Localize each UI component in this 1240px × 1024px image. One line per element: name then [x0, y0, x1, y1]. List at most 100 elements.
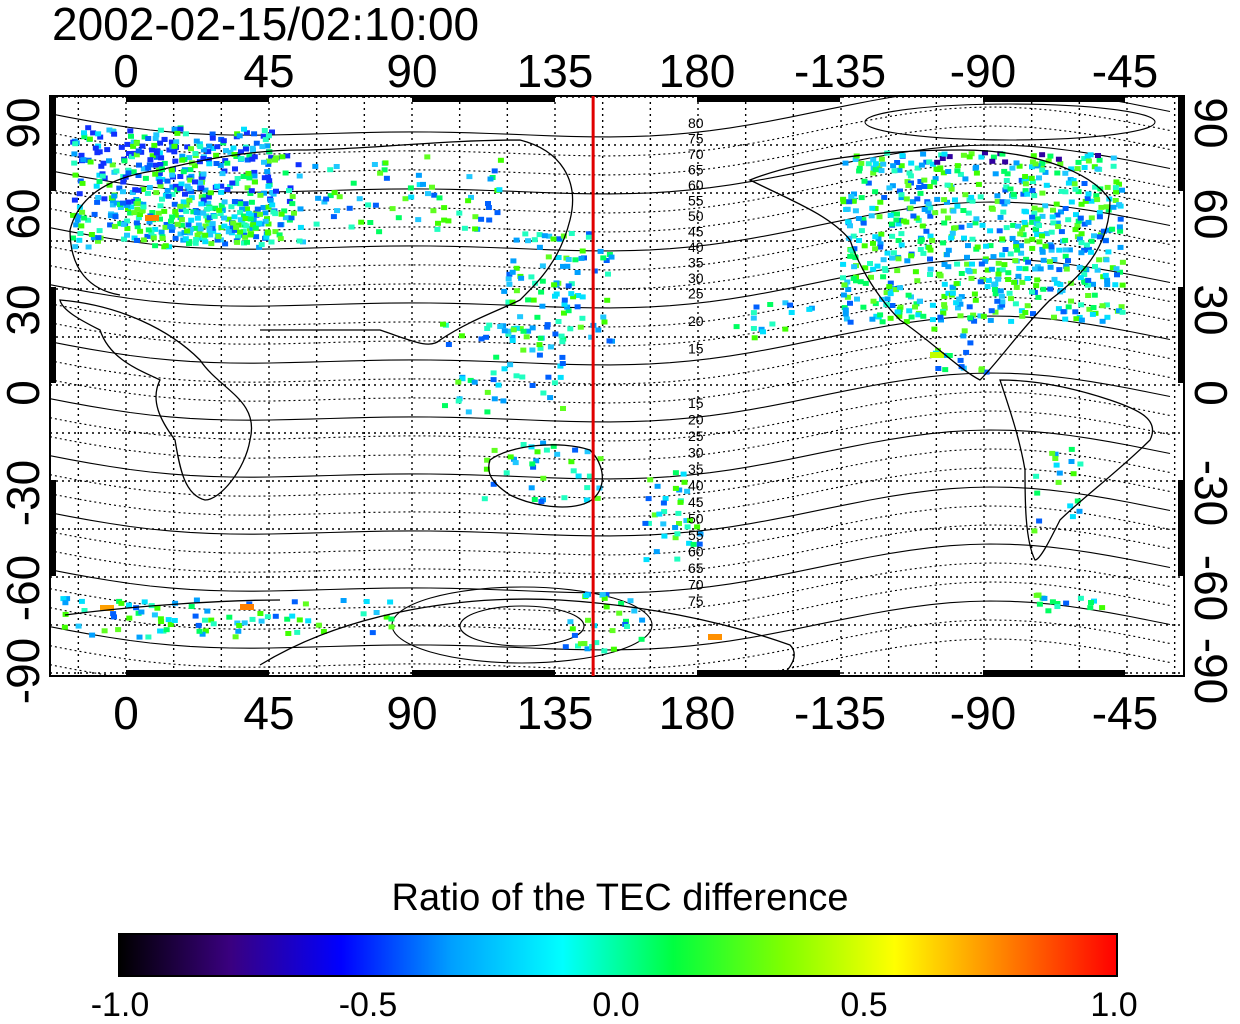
tec-patch [1022, 174, 1029, 179]
tec-patch [1034, 216, 1041, 222]
tec-patch [1040, 257, 1047, 263]
contour-line [50, 334, 1171, 385]
tec-patch [1068, 459, 1075, 464]
tec-patch [683, 518, 690, 524]
tec-patch [1076, 508, 1083, 514]
tec-patch [158, 229, 165, 235]
tec-patch [1034, 277, 1041, 283]
tec-patch [172, 158, 179, 164]
tec-patch [948, 186, 955, 192]
tec-patch [226, 225, 233, 231]
tec-patch [908, 314, 915, 320]
tec-patch [937, 273, 944, 279]
tec-patch [601, 319, 608, 325]
tec-patch [156, 179, 163, 185]
tec-patch [806, 306, 813, 312]
contour-line [50, 220, 1171, 271]
tec-patch [1081, 165, 1088, 170]
tec-patch [171, 149, 178, 155]
tec-patch [196, 229, 203, 235]
tec-patch [841, 282, 848, 288]
tec-patch [1078, 302, 1085, 308]
tec-patch [708, 634, 722, 640]
tec-patch [583, 497, 590, 503]
tec-patch [984, 284, 991, 290]
tec-patch [844, 279, 851, 285]
tec-patch [989, 206, 996, 212]
tec-patch [1073, 316, 1080, 322]
tec-patch [472, 214, 479, 220]
tec-patch [389, 206, 396, 212]
tec-patch [1039, 167, 1046, 173]
tec-patch [937, 165, 944, 171]
tec-patch [137, 212, 143, 217]
tec-patch [157, 203, 164, 209]
tec-patch [970, 312, 977, 318]
tec-patch [513, 373, 520, 379]
tec-patch [134, 224, 141, 230]
tec-patch [572, 447, 579, 453]
tec-patch [1001, 262, 1008, 268]
tec-patch [333, 164, 340, 169]
tec-patch [501, 328, 508, 334]
tec-patch [178, 207, 185, 213]
tec-patch [240, 228, 247, 234]
tec-patch [1039, 213, 1046, 219]
tec-patch [177, 126, 184, 132]
tec-patch [184, 144, 191, 150]
tec-patch [750, 315, 757, 321]
contour-line [50, 391, 1171, 442]
tec-patch [1085, 158, 1092, 164]
tec-patch [575, 293, 582, 298]
tec-patch [1029, 179, 1036, 184]
contour-ring [459, 605, 585, 647]
tec-patch [946, 353, 953, 358]
tec-patch [968, 151, 975, 157]
tec-patch [245, 210, 252, 216]
tec-patch [967, 340, 974, 346]
tec-patch [244, 206, 250, 212]
tec-patch [80, 157, 87, 163]
tec-patch [856, 238, 862, 243]
contour-line [50, 619, 1171, 670]
tec-patch [994, 298, 1001, 304]
tec-patch [149, 210, 156, 215]
tec-patch [157, 162, 164, 167]
tec-patch [289, 194, 296, 200]
tec-patch [1081, 181, 1088, 186]
tec-patch [1052, 456, 1059, 461]
tec-patch [1096, 210, 1103, 216]
tec-patch [441, 217, 448, 223]
tec-patch [1018, 308, 1025, 314]
tec-patch [604, 297, 611, 303]
tec-patch [1015, 223, 1021, 229]
tec-patch [999, 151, 1006, 157]
tec-patch [931, 179, 938, 185]
tec-patch [880, 257, 887, 263]
tec-patch [465, 198, 472, 204]
tec-patch [877, 199, 884, 205]
tec-patch [603, 604, 610, 610]
tec-patch [570, 468, 577, 474]
tec-patch [1003, 225, 1010, 231]
tec-patch [210, 228, 217, 234]
tec-patch [518, 275, 525, 281]
tec-patch [979, 222, 986, 228]
tec-patch [1045, 158, 1052, 164]
tec-patch [547, 344, 554, 350]
tec-patch [134, 237, 140, 243]
map-timestamp: 2002-02-15/02:10:00 [52, 0, 480, 50]
tec-patch [250, 222, 257, 228]
tec-patch [520, 347, 527, 353]
tec-patch [879, 319, 886, 325]
tec-patch [513, 265, 520, 271]
tec-patch [1070, 471, 1077, 477]
tec-patch [925, 208, 932, 214]
tec-patch [539, 263, 546, 269]
tec-patch [196, 628, 203, 634]
tec-patch [1118, 304, 1125, 310]
tec-patch [600, 255, 607, 261]
tec-patch [262, 210, 269, 216]
tec-patch [912, 304, 918, 310]
tec-patch [1088, 198, 1095, 204]
